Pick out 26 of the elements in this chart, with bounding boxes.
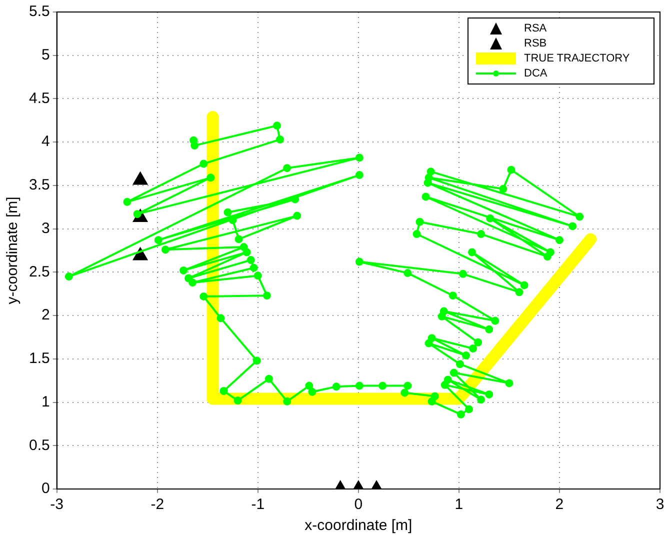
- x-tick-label: -2: [150, 496, 164, 514]
- x-tick-label: 2: [555, 496, 564, 514]
- y-tick-label: 0.5: [28, 436, 50, 454]
- point: [132, 172, 148, 185]
- x-tick-label: -3: [50, 496, 64, 514]
- y-tick-label: 1.5: [28, 350, 50, 368]
- y-tick-label: 5.5: [28, 3, 50, 20]
- y-tick-label: 2: [42, 306, 50, 324]
- y-tick-label: 3: [42, 220, 50, 237]
- y-tick-label: 2.5: [28, 263, 50, 280]
- y-tick-label: 1: [42, 393, 50, 410]
- legend-label: RSA: [524, 22, 548, 35]
- y-tick-label: 4: [42, 133, 50, 150]
- y-axis-title: y-coordinate [m]: [4, 196, 22, 304]
- x-tick-label: 1: [454, 496, 464, 514]
- y-tick-label: 5: [42, 46, 50, 64]
- y-tick-label: 0: [42, 480, 50, 498]
- x-tick-label: -1: [251, 496, 265, 514]
- y-tick-label: 3.5: [28, 176, 50, 194]
- legend-label: DCA: [524, 68, 548, 80]
- x-axis-title: x-coordinate [m]: [304, 517, 412, 534]
- x-tick-label: 0: [354, 496, 363, 514]
- legend-label: RSB: [524, 38, 547, 50]
- y-tick-label: 4.5: [28, 90, 50, 107]
- x-tick-label: 3: [656, 496, 664, 514]
- legend-label: TRUE TRAJECTORY: [524, 52, 630, 65]
